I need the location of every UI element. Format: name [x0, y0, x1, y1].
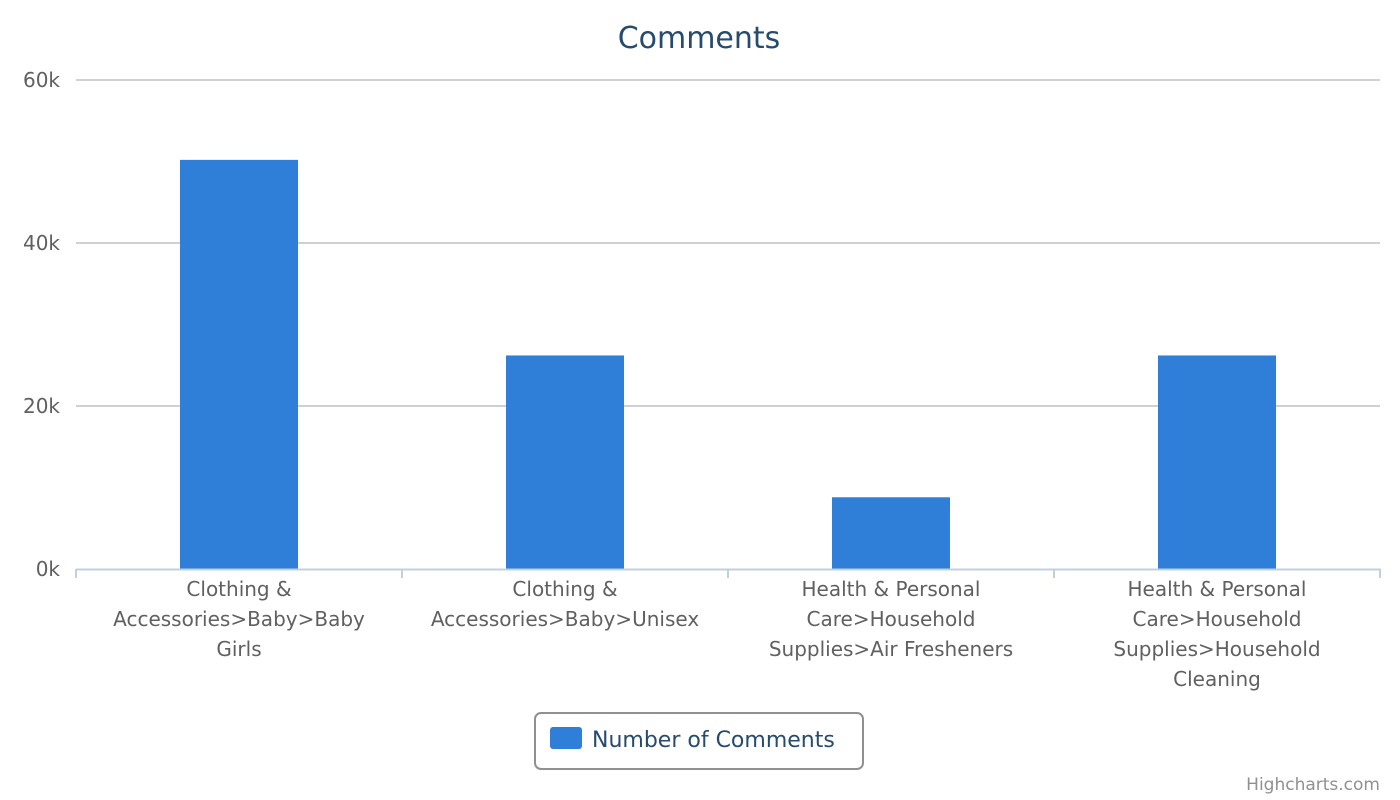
x-tick-label-line: Supplies>Air Fresheners: [769, 637, 1013, 661]
bar-series: [180, 159, 1276, 569]
x-axis: [75, 568, 1381, 578]
x-axis-labels: Clothing & Accessories>Baby>Baby GirlsClot…: [113, 577, 1320, 691]
x-tick-label-line: Clothing &: [186, 577, 291, 601]
legend[interactable]: Number of Comments: [534, 712, 864, 770]
bar[interactable]: [832, 497, 950, 569]
legend-swatch: [550, 727, 582, 749]
legend-box: [534, 712, 864, 770]
bar[interactable]: [1158, 355, 1276, 569]
x-tick-label: Clothing & Accessories>Baby>Unisex: [431, 577, 699, 631]
x-tick-label: Health & Personal Care>Household Supplies>…: [769, 577, 1013, 661]
bar[interactable]: [180, 159, 298, 569]
x-tick-label-line: Cleaning: [1173, 667, 1261, 691]
y-tick-label: 60k: [23, 68, 60, 92]
legend-item-label[interactable]: Number of Comments: [592, 728, 835, 753]
x-tick-label-line: Health & Personal: [1127, 577, 1306, 601]
chart-title: Comments: [618, 21, 781, 56]
y-tick-label: 0k: [36, 557, 61, 581]
credits-link[interactable]: Highcharts.com: [1246, 775, 1380, 795]
x-tick-label-line: Care>Household: [807, 607, 976, 631]
x-tick-label-line: Accessories>Baby>Unisex: [431, 607, 699, 631]
x-tick-label: Clothing & Accessories>Baby>Baby Girls: [113, 577, 365, 661]
x-tick-label-line: Supplies>Household: [1113, 637, 1320, 661]
x-tick-label: Health & Personal Care>Household Supplies>…: [1113, 577, 1320, 691]
x-tick-label-line: Accessories>Baby>Baby: [113, 607, 365, 631]
x-tick-label-line: Health & Personal: [801, 577, 980, 601]
y-axis-labels: 0k 20k 40k 60k: [23, 68, 60, 581]
y-tick-label: 20k: [23, 394, 60, 418]
bar[interactable]: [506, 355, 624, 569]
y-tick-label: 40k: [23, 231, 60, 255]
x-tick-label-line: Care>Household: [1133, 607, 1302, 631]
x-tick-label-line: Clothing &: [512, 577, 617, 601]
x-tick-label-line: Girls: [216, 637, 261, 661]
